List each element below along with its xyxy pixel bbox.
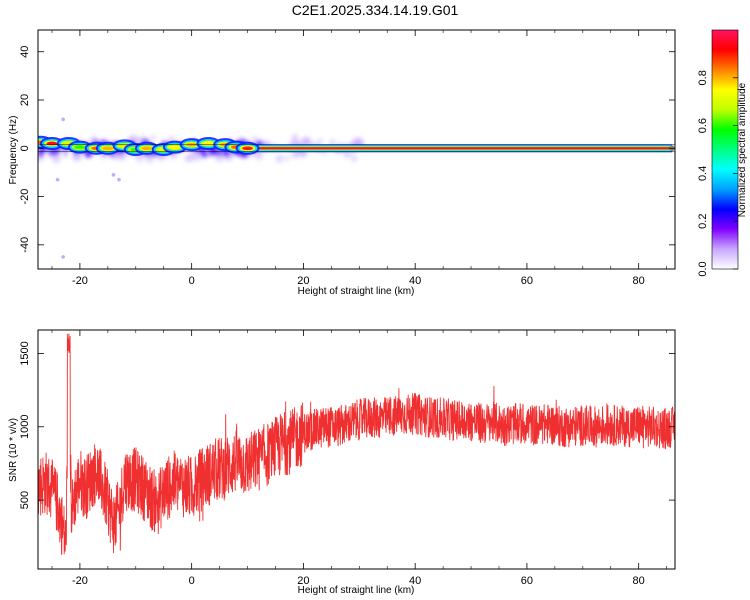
y-tick-label: -40 (19, 237, 31, 253)
halo-blob (275, 154, 284, 163)
colorbar-bar (711, 29, 739, 270)
halo-blob (184, 154, 193, 163)
halo-blob (302, 136, 312, 146)
colorbar-ticks: 0.0 0.2 0.4 0.6 0.8 (697, 70, 738, 277)
halo-blob (195, 154, 202, 161)
snr-plot-area (38, 333, 675, 556)
snr-panel: -20 0 20 40 60 80 500 1000 1500 Height of straig… (8, 329, 676, 596)
spectral-speck (117, 177, 121, 182)
snr-x-label: Height of straight line (km) (298, 585, 415, 596)
x-tick-label: -20 (72, 575, 88, 587)
energy-blob (38, 151, 44, 157)
energy-blob (54, 151, 59, 156)
ridge-segment (235, 141, 260, 155)
y-tick-label: 40 (19, 46, 31, 58)
energy-blob (63, 152, 67, 156)
x-tick-label: 40 (409, 575, 421, 587)
colorbar-tick-label: 0.6 (697, 118, 709, 133)
spectrogram-y-label: Frequency (Hz) (8, 116, 19, 185)
snr-frame (37, 329, 676, 570)
halo-blob (291, 134, 299, 142)
colorbar-tick-label: 0.8 (697, 70, 709, 85)
spectrogram-frame (37, 29, 676, 270)
halo-blob (145, 155, 154, 163)
chart-title: C2E1.2025.334.14.19.G01 (292, 2, 459, 18)
colorbar-tick-label: 0.0 (697, 261, 709, 276)
x-tick-label: 80 (633, 575, 645, 587)
halo-blob (121, 153, 126, 159)
colorbar-tick-label: 0.2 (697, 214, 709, 229)
y-tick-label: 1000 (19, 415, 31, 439)
colorbar: 0.0 0.2 0.4 0.6 0.8 Normalized spectral ampl… (697, 29, 748, 277)
y-tick-label: 20 (19, 94, 31, 106)
halo-blob (150, 135, 157, 141)
halo-blob (351, 137, 361, 147)
y-tick-label: 1500 (19, 341, 31, 365)
halo-blob (251, 136, 258, 143)
spectral-speck (111, 173, 116, 177)
x-tick-label: 20 (297, 575, 309, 587)
snr-axes: -20 0 20 40 60 80 500 1000 1500 (19, 330, 675, 587)
x-tick-label: 40 (409, 275, 421, 287)
spectrogram-plot-area (38, 117, 675, 259)
colorbar-label: Normalized spectral amplitude (737, 82, 748, 217)
halo-blob (284, 156, 290, 161)
spectrogram-panel: -20 0 20 40 60 80 -40 -20 0 20 40 Height of straig… (8, 29, 676, 297)
ridge-segment (39, 136, 64, 150)
spectral-speck (61, 117, 65, 122)
spectral-speck (55, 177, 60, 182)
energy-blob (51, 150, 57, 156)
x-tick-label: 0 (189, 575, 195, 587)
halo-blob (329, 138, 336, 145)
x-tick-label: 80 (633, 275, 645, 287)
colorbar-tick-label: 0.4 (697, 166, 709, 181)
x-tick-label: -20 (72, 275, 88, 287)
halo-blob (343, 151, 351, 159)
halo-blob (318, 138, 323, 144)
snr-series-line (38, 333, 675, 556)
y-tick-label: 500 (19, 491, 31, 509)
x-tick-label: 20 (297, 275, 309, 287)
x-tick-label: 60 (521, 275, 533, 287)
y-tick-label: -20 (19, 189, 31, 205)
y-tick-label: 0 (19, 145, 31, 151)
snr-y-label: SNR (10 * v/v) (8, 418, 19, 482)
x-tick-label: 0 (189, 275, 195, 287)
spectrogram-x-label: Height of straight line (km) (298, 286, 415, 297)
energy-blob (203, 151, 208, 156)
snr-background (38, 330, 675, 569)
spectral-speck (61, 255, 65, 259)
halo-blob (51, 154, 62, 164)
spectrogram-axes: -20 0 20 40 60 80 -40 -20 0 20 40 (19, 30, 675, 287)
halo-blob (350, 155, 358, 162)
ridge-band-core (247, 147, 672, 150)
x-tick-label: 60 (521, 575, 533, 587)
